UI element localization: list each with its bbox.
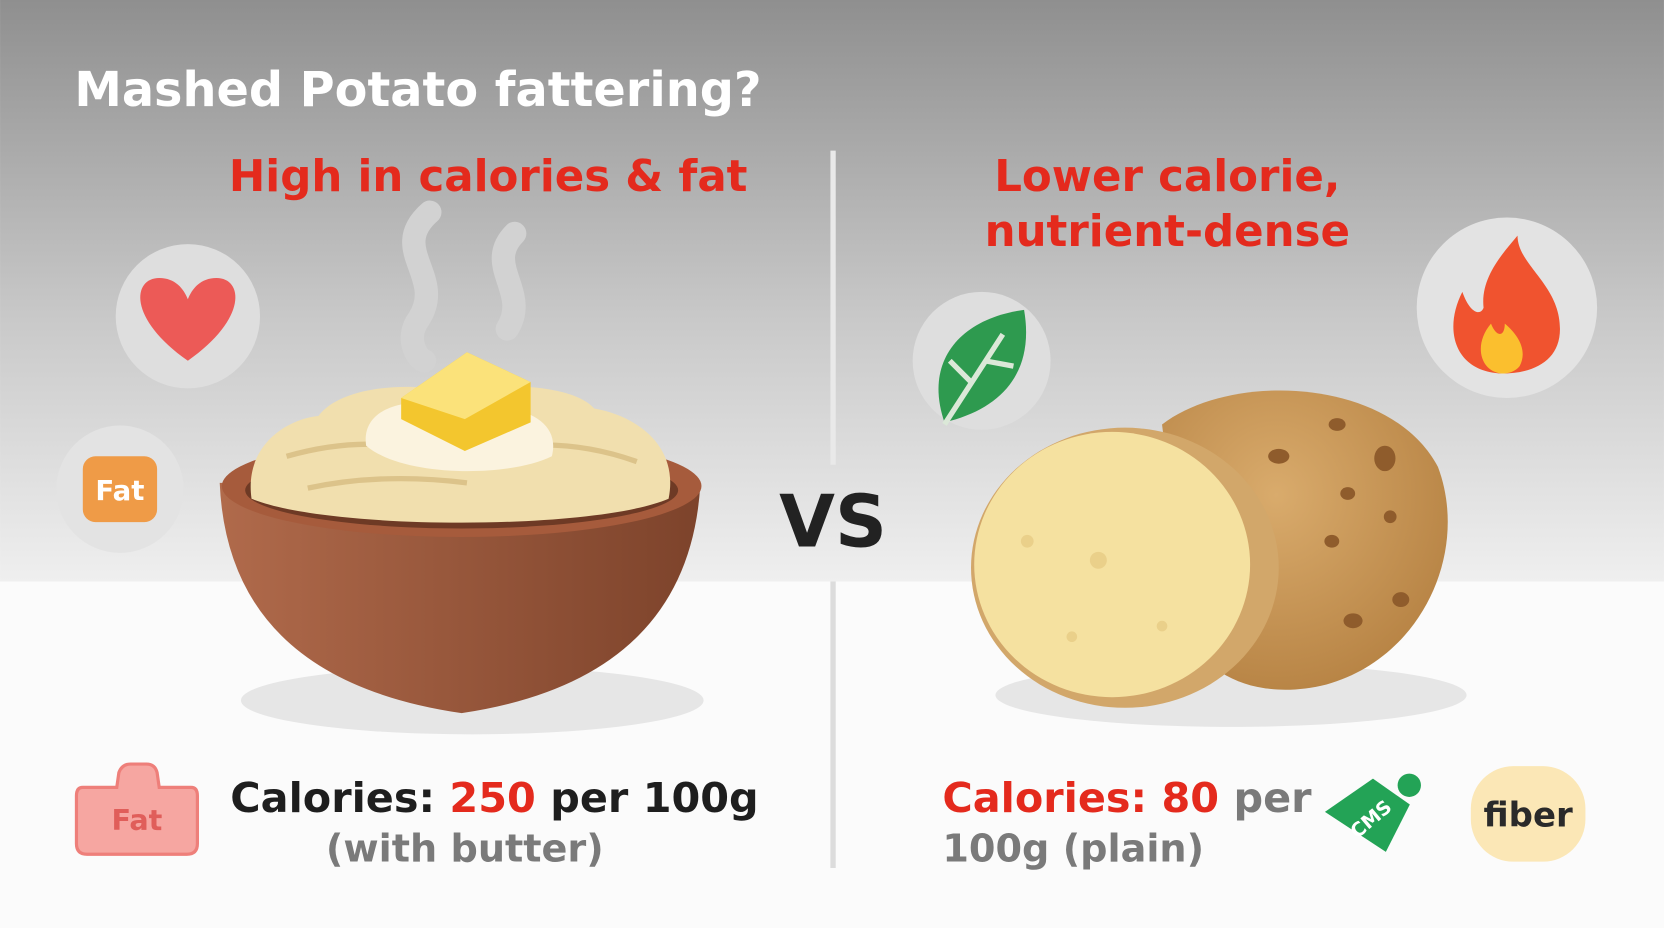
fat-badge-part <box>82 456 158 523</box>
fire-icon-part <box>1453 235 1560 374</box>
potato-part <box>974 431 1251 698</box>
fiber-badge-label: fiber <box>1484 796 1573 836</box>
fat-tag-part <box>74 762 200 856</box>
calories-unit: per 100g <box>550 774 758 822</box>
mashed-potato-bowl-part <box>401 352 531 420</box>
potato-part-part <box>1392 592 1410 607</box>
fire-icon <box>1416 217 1598 398</box>
right-headline: nutrient-dense <box>985 207 1350 257</box>
left-calories-note: (with butter) <box>326 828 604 872</box>
leaf-icon-part <box>942 332 1014 426</box>
calories-label: Calories: <box>942 774 1147 822</box>
leaf-icon <box>912 291 1051 430</box>
heart-icon <box>115 244 261 389</box>
left-headline: High in calories & fat <box>229 152 748 202</box>
potato-part-part <box>1020 534 1034 548</box>
potato-part-part <box>1066 631 1078 643</box>
mashed-potato-bowl-part <box>219 482 701 714</box>
fat-badge-label: Fat <box>95 474 144 507</box>
cms-tag-part <box>1397 773 1421 797</box>
cms-tag <box>1324 773 1421 852</box>
left-calories: Calories: 250 per 100g <box>230 774 758 822</box>
right-calories: Calories: 80 per <box>942 774 1312 822</box>
calories-unit: per <box>1233 774 1312 822</box>
potato-part-part <box>1383 510 1397 524</box>
potato-part-part <box>1328 418 1346 431</box>
right-headline: Lower calorie, <box>994 152 1340 202</box>
vs-label: VS <box>779 481 887 565</box>
potato-part-part <box>1374 445 1396 472</box>
fat-tag-label: Fat <box>111 803 162 837</box>
steam-part <box>400 200 442 373</box>
right-calories-note: 100g (plain) <box>942 828 1204 872</box>
calories-label: Calories: <box>230 774 435 822</box>
mashed-potato-bowl <box>219 352 704 735</box>
steam-part <box>491 221 527 341</box>
fire-icon-part <box>1480 323 1523 374</box>
potato-part-part <box>1089 551 1107 569</box>
potato-part-part <box>1340 487 1356 500</box>
heart-icon-part <box>140 278 236 361</box>
fat-badge <box>56 425 184 553</box>
potato-part-part <box>1156 620 1168 632</box>
fiber-badge-part <box>1470 766 1586 862</box>
title: Mashed Potato fattering? <box>74 63 761 118</box>
calories-value: 250 <box>449 774 535 822</box>
potato-part-part <box>1343 613 1363 629</box>
steam <box>400 200 527 373</box>
potato-part-part <box>1268 448 1290 464</box>
potato-part <box>1268 418 1410 629</box>
cms-tag-part <box>1324 778 1410 852</box>
potato-part-part <box>1324 534 1340 548</box>
potato <box>971 390 1467 727</box>
fat-tag <box>74 762 200 856</box>
fiber-badge <box>1470 766 1586 862</box>
potato-part <box>1020 534 1168 643</box>
calories-value: 80 <box>1161 774 1219 822</box>
